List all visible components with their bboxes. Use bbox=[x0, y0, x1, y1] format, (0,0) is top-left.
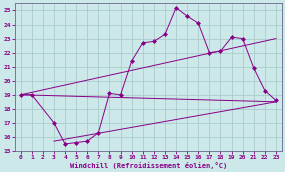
X-axis label: Windchill (Refroidissement éolien,°C): Windchill (Refroidissement éolien,°C) bbox=[70, 162, 227, 169]
